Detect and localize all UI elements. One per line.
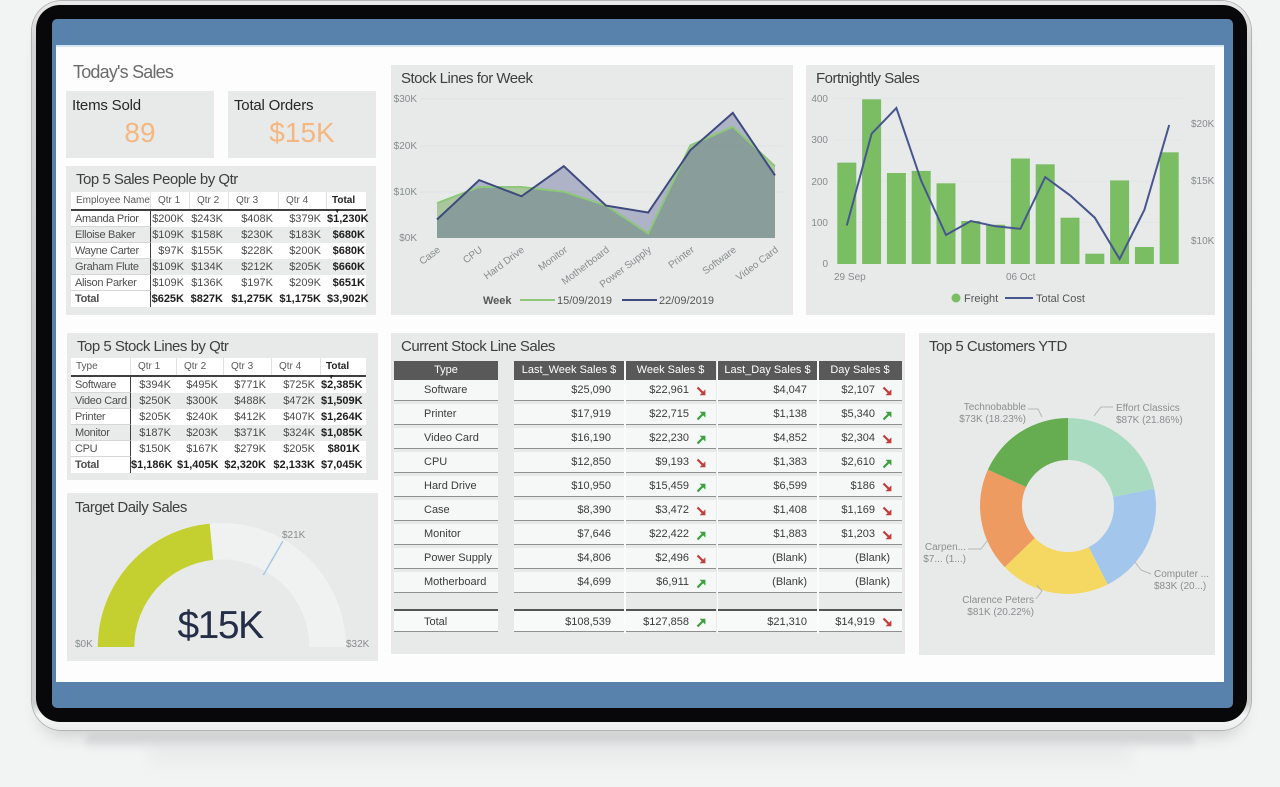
svg-text:06 Oct: 06 Oct [1006, 272, 1036, 283]
svg-text:$0K: $0K [75, 639, 93, 650]
svg-text:Hard Drive: Hard Drive [482, 244, 527, 282]
svg-text:CPU: CPU [461, 245, 484, 266]
svg-text:$30K: $30K [394, 94, 418, 105]
svg-text:Technobabble: Technobabble [964, 402, 1027, 413]
svg-text:$21K: $21K [282, 530, 306, 541]
svg-text:$15K: $15K [1191, 176, 1215, 187]
svg-text:$20K: $20K [1191, 119, 1215, 130]
svg-text:$83K (20...): $83K (20...) [1154, 581, 1206, 592]
svg-text:Total Cost: Total Cost [1036, 293, 1085, 305]
svg-text:$0K: $0K [399, 233, 417, 244]
svg-text:Week: Week [483, 295, 512, 307]
svg-text:29 Sep: 29 Sep [834, 272, 866, 283]
svg-text:Freight: Freight [964, 293, 998, 305]
svg-text:$10K: $10K [394, 187, 418, 198]
svg-text:$7... (1...): $7... (1...) [923, 554, 966, 565]
svg-text:400: 400 [811, 94, 828, 105]
svg-text:$15K: $15K [177, 604, 264, 647]
svg-text:Case: Case [418, 244, 444, 267]
svg-text:Monitor: Monitor [537, 244, 571, 273]
svg-text:Printer: Printer [667, 244, 698, 271]
svg-text:300: 300 [811, 135, 828, 146]
svg-text:22/09/2019: 22/09/2019 [659, 295, 714, 307]
svg-text:0: 0 [822, 259, 828, 270]
svg-text:Software: Software [701, 244, 739, 277]
svg-text:$10K: $10K [1191, 236, 1215, 247]
svg-text:$32K: $32K [346, 639, 370, 650]
svg-text:100: 100 [811, 218, 828, 229]
svg-text:$81K (20.22%): $81K (20.22%) [967, 607, 1034, 618]
svg-text:15/09/2019: 15/09/2019 [557, 295, 612, 307]
svg-text:$73K (18.23%): $73K (18.23%) [959, 414, 1026, 425]
svg-text:$87K (21.86%): $87K (21.86%) [1116, 415, 1183, 426]
svg-text:200: 200 [811, 177, 828, 188]
svg-text:Clarence Peters: Clarence Peters [962, 595, 1034, 606]
svg-text:Carpen...: Carpen... [925, 542, 966, 553]
svg-text:Effort Classics: Effort Classics [1116, 403, 1180, 414]
svg-text:Video Card: Video Card [734, 245, 780, 284]
svg-text:$20K: $20K [394, 141, 418, 152]
svg-text:Computer ...: Computer ... [1154, 569, 1209, 580]
